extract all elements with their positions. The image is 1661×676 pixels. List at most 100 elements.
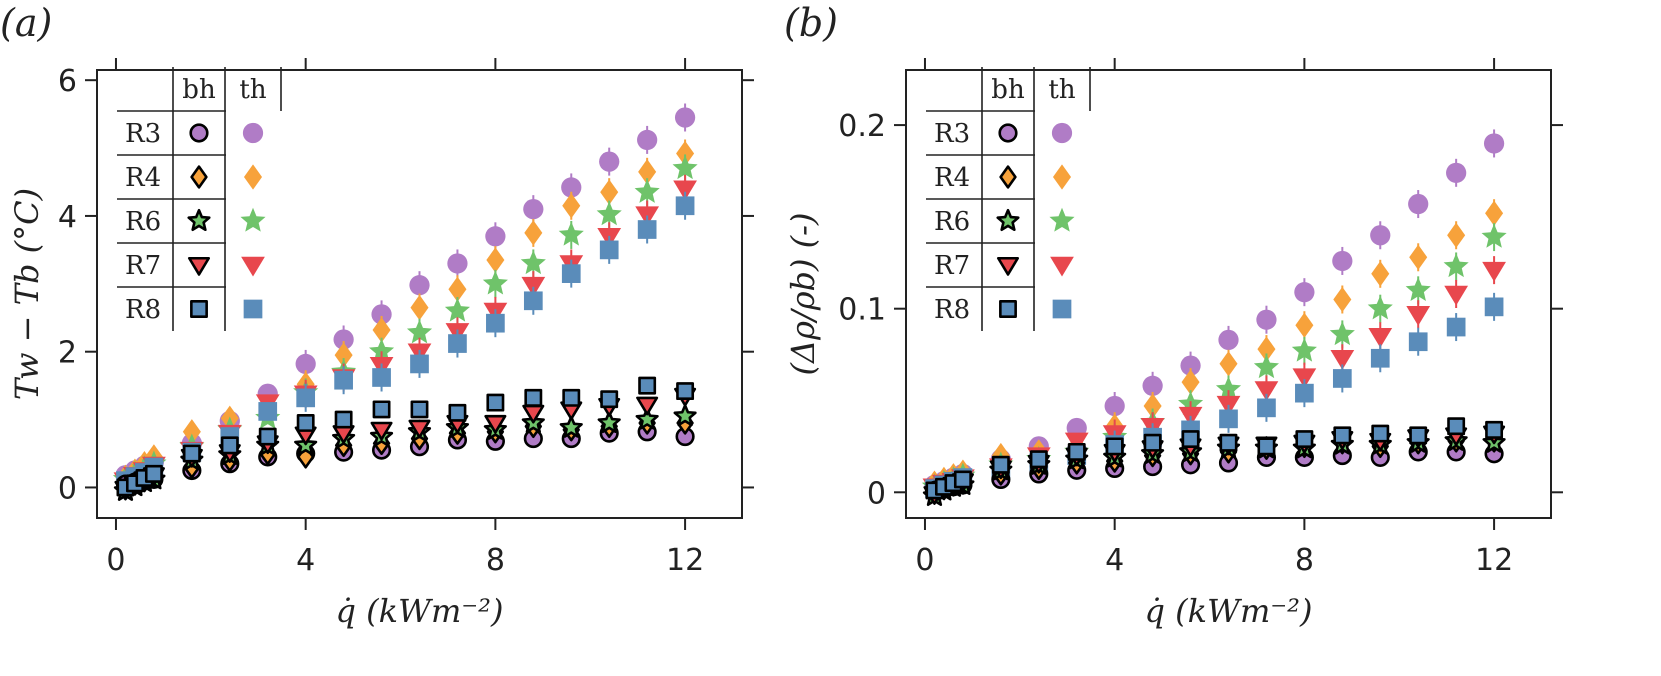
data-point-r8-bh (334, 410, 353, 429)
data-point-r6-th (1291, 337, 1317, 362)
legend-table: bh th R3 R4 R6 R7 R8 (117, 67, 282, 331)
data-point-r8-bh (296, 414, 315, 432)
data-point-r8-th (1332, 369, 1352, 388)
legend-row-label: R8 (125, 295, 161, 325)
data-point-r7-bh (484, 414, 507, 434)
data-point-r4-th (1143, 393, 1162, 419)
data-point-r6-bh (673, 404, 697, 427)
data-point-r7-th (673, 180, 697, 201)
data-point-r3-th (674, 107, 696, 128)
legend-header: bh (182, 75, 216, 105)
x-axis-label: q̇ (kWm⁻²) (1145, 592, 1313, 630)
data-point-r4-th (486, 247, 505, 273)
x-tick-label: 4 (296, 543, 315, 578)
data-point-r7-th (1330, 350, 1355, 370)
data-point-r6-th (672, 155, 698, 180)
data-point-r6-bh (635, 407, 659, 430)
data-point-r4-th (1257, 336, 1276, 362)
data-point-r3-th (1408, 193, 1429, 215)
data-point-r8-th (448, 334, 467, 353)
legend-marker-r4-th (243, 164, 263, 190)
data-point-r8-bh (991, 455, 1010, 474)
data-point-r7-th (1482, 261, 1506, 282)
legend-marker-r6-bh (996, 208, 1020, 232)
data-point-r7-th (1254, 381, 1279, 402)
data-point-r3-th (295, 353, 316, 375)
data-point-r8-th (296, 388, 316, 408)
data-point-r4-th (524, 220, 543, 246)
y-axis-label: (Δρ/ρb) (-) (784, 213, 822, 376)
data-point-r3-th (1370, 225, 1391, 246)
legend-marker-r8-bh (999, 300, 1017, 318)
y-axis-label: Tw − Tb (°C) (8, 188, 46, 400)
legend-marker-r8-th (243, 299, 263, 319)
legend-row-label: R3 (125, 119, 161, 149)
data-point-r6-th (520, 250, 546, 275)
data-point-r8-th (675, 196, 695, 216)
data-point-r8-th (410, 354, 429, 374)
data-point-r3-th (485, 226, 506, 247)
data-point-r3-th (447, 253, 468, 274)
legend-marker-r8-th (1052, 299, 1072, 319)
data-markers (921, 129, 1507, 506)
legend-row-label: R7 (125, 251, 161, 281)
data-point-r7-bh (636, 396, 659, 416)
data-point-r8-bh (144, 464, 163, 483)
data-point-r6-th (558, 221, 584, 246)
legend-marker-r3-bh (189, 123, 209, 143)
data-point-r4-th (1181, 369, 1200, 395)
data-point-r4-th (638, 159, 657, 185)
data-point-r4-th (600, 179, 619, 205)
data-point-r8-bh (524, 388, 543, 407)
data-point-r7-th (1292, 368, 1317, 389)
data-point-r8-bh (1219, 433, 1238, 452)
legend-marker-r7-bh (187, 256, 211, 276)
legend-row-label: R8 (934, 295, 970, 325)
data-point-r8-bh (220, 436, 239, 455)
legend-header: th (239, 75, 266, 105)
legend-marker-r3-th (242, 122, 264, 144)
data-point-r8-bh (1181, 430, 1200, 448)
data-point-r8-bh (1409, 426, 1428, 445)
legend-marker-r4-bh (999, 165, 1017, 189)
data-point-r4-th (372, 317, 391, 343)
data-point-r4-th (334, 342, 353, 368)
x-tick-label: 8 (486, 543, 505, 578)
data-point-r3-th (1483, 133, 1505, 154)
data-point-r6-th (1443, 253, 1469, 278)
legend-marker-r7-bh (996, 256, 1020, 276)
data-point-r6-th (444, 297, 470, 322)
data-point-r8-bh (1029, 450, 1048, 469)
data-point-r7-th (1444, 285, 1469, 306)
data-point-r7-th (1064, 432, 1089, 453)
data-point-r3-th (1256, 309, 1277, 330)
data-point-r8-th (334, 370, 353, 390)
data-point-r3-th (1180, 355, 1201, 376)
x-axis-label: q̇ (kWm⁻²) (336, 592, 504, 630)
axes-frame (905, 69, 1552, 519)
data-point-r6-bh (597, 410, 621, 434)
data-point-r8-bh (600, 390, 619, 409)
data-point-r8-bh (1143, 433, 1162, 452)
data-point-r4-th (1219, 351, 1238, 377)
data-point-r4-th (1409, 244, 1428, 270)
panel-b: 0 4 8 12 0 0.1 0.2 (b) q̇ (kWm⁻²) (Δρ/ρb) (-) bh th… (784, 1, 1563, 630)
data-point-r6-th (1367, 295, 1393, 320)
data-point-r8-bh (676, 382, 695, 401)
data-point-r4-th (448, 276, 467, 302)
data-point-r4-th (1295, 312, 1314, 338)
legend-marker-r7-th (241, 256, 265, 277)
data-point-r8-bh (1295, 430, 1314, 448)
data-point-r8-bh (1371, 424, 1390, 443)
data-point-r6-th (634, 178, 660, 203)
data-point-r8-th (1257, 398, 1276, 418)
legend-marker-r7-th (1050, 256, 1074, 277)
data-point-r4-th (410, 294, 429, 321)
data-point-r8-bh (372, 400, 391, 419)
data-point-r8-th (486, 313, 505, 333)
legend-marker-r6-th (1049, 207, 1075, 232)
data-point-r8-bh (486, 393, 505, 412)
data-point-r3-th (1332, 250, 1353, 272)
legend-marker-r6-bh (187, 208, 211, 232)
